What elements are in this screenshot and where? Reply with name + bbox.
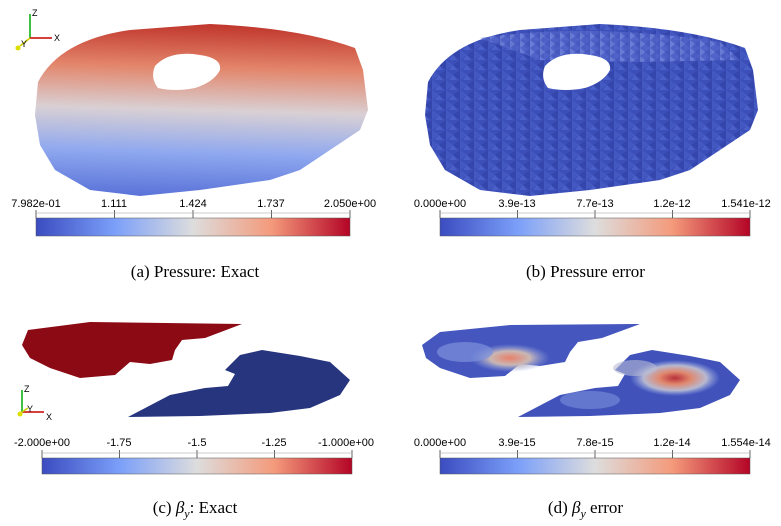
colorbar-tick-label: 1.737 xyxy=(257,198,285,210)
axis-z-label: Z xyxy=(32,8,38,18)
axis-y-label: Y xyxy=(27,404,33,414)
colorbar-min-label: 7.982e-01 xyxy=(11,198,61,210)
caption-c: (c) βy: Exact xyxy=(152,498,238,521)
colorbar-tick-label: -1.5 xyxy=(187,437,207,449)
colorbar-min-label: 0.000e+00 xyxy=(413,437,467,449)
colorbar-tick-label: 7.8e-15 xyxy=(576,437,614,449)
colorbar-tick-label: 1.111 xyxy=(101,198,127,210)
caption-d: (d) βy error xyxy=(547,498,624,521)
colorbar-tick-label: -1.25 xyxy=(261,437,287,449)
colorbar-max-label: 1.554e-14 xyxy=(721,437,771,449)
upper-domain-half xyxy=(22,322,242,378)
panel-a: Z Y X 7.982e-01 1.111 1.424 1.737 2.050e… xyxy=(0,0,390,290)
caption-a: (a) Pressure: Exact xyxy=(130,262,260,281)
colorbar xyxy=(439,457,751,475)
axis-y-label: Y xyxy=(21,39,27,49)
colorbar-max-label: 1.541e-12 xyxy=(721,198,771,210)
colorbar-min-label: -2.000e+00 xyxy=(14,437,70,449)
colorbar-tick-label: 1.2e-14 xyxy=(653,437,691,449)
axes-triad: Z Y X xyxy=(17,384,52,422)
panel-d: 0.000e+00 3.9e-15 7.8e-15 1.2e-14 1.554e… xyxy=(390,300,781,526)
pressure-error-plot xyxy=(425,24,758,237)
axes-triad: Z Y X xyxy=(15,8,60,51)
colorbar xyxy=(35,217,351,237)
caption-b: (b) Pressure error xyxy=(526,262,645,281)
beta-y-exact-plot: Z Y X xyxy=(17,322,353,475)
axis-x-label: X xyxy=(46,412,52,422)
domain-shape xyxy=(35,24,368,196)
colorbar xyxy=(41,457,353,475)
colorbar-max-label: -1.000e+00 xyxy=(318,437,374,449)
colorbar-max-label: 2.050e+00 xyxy=(323,198,377,210)
axis-x-label: X xyxy=(54,33,60,43)
colorbar xyxy=(439,217,751,237)
colorbar-tick-label: 3.9e-13 xyxy=(498,198,536,210)
colorbar-min-label: 0.000e+00 xyxy=(413,198,467,210)
panel-c: Z Y X -2.000e+00 -1.75 -1.5 -1.25 -1.000… xyxy=(0,300,390,526)
colorbar-tick-label: -1.75 xyxy=(106,437,132,449)
panel-b: 0.000e+00 3.9e-13 7.7e-13 1.2e-12 1.541e… xyxy=(390,0,781,290)
domain-shape xyxy=(425,24,758,196)
colorbar-tick-label: 3.9e-15 xyxy=(498,437,536,449)
pressure-exact-plot: Z Y X xyxy=(15,8,368,237)
colorbar-tick-label: 1.2e-12 xyxy=(653,198,691,210)
colorbar-tick-label: 1.424 xyxy=(179,198,207,210)
colorbar-tick-label: 7.7e-13 xyxy=(576,198,614,210)
beta-y-error-plot xyxy=(422,324,751,475)
axis-z-label: Z xyxy=(24,384,30,394)
lower-domain-half xyxy=(128,350,350,417)
